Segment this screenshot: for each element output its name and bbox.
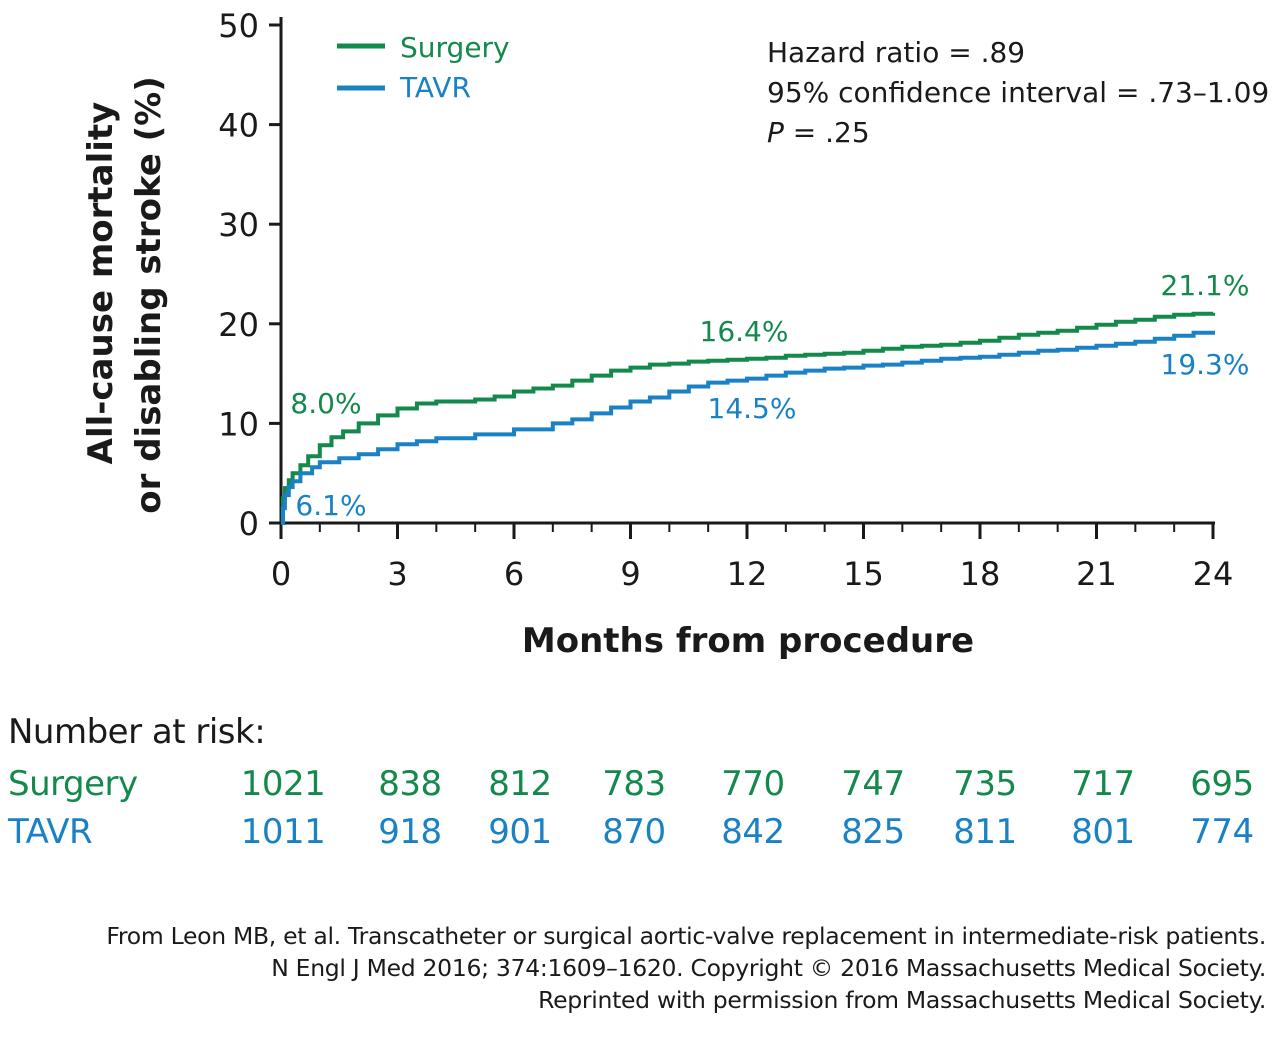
y-tick-label: 20 — [218, 306, 259, 344]
y-axis-label-line1: All-cause mortality — [81, 102, 121, 465]
x-tick-label: 9 — [620, 555, 640, 593]
risk-value: 901 — [488, 812, 552, 852]
risk-row-label: Surgery — [8, 764, 138, 804]
y-tick-label: 40 — [218, 107, 259, 145]
risk-value: 747 — [841, 764, 905, 804]
x-tick-label: 15 — [843, 555, 884, 593]
x-tick-label: 18 — [960, 555, 1001, 593]
x-axis-label: Months from procedure — [522, 621, 974, 661]
risk-value: 770 — [721, 764, 785, 804]
annotation-tavr: 19.3% — [1161, 348, 1250, 381]
annotation-surgery: 8.0% — [290, 387, 361, 420]
stats-box: Hazard ratio = .89 95% confidence interv… — [767, 36, 1269, 149]
source-citation: From Leon MB, et al. Transcatheter or su… — [106, 920, 1266, 1016]
risk-value: 1011 — [240, 812, 326, 852]
risk-value: 717 — [1071, 764, 1135, 804]
source-line-2: N Engl J Med 2016; 374:1609–1620. Copyri… — [271, 954, 1266, 982]
y-axis-label-line2: or disabling stroke (%) — [129, 76, 169, 514]
source-line-1: From Leon MB, et al. Transcatheter or su… — [106, 922, 1266, 950]
p-value: = .25 — [784, 116, 870, 149]
x-tick-label: 24 — [1193, 555, 1234, 593]
risk-value: 801 — [1071, 812, 1135, 852]
x-tick-label: 21 — [1076, 555, 1117, 593]
risk-value: 1021 — [240, 764, 326, 804]
risk-row-tavr: TAVR 1011 918 901 870 842 825 811 801 77… — [0, 812, 1280, 856]
risk-value: 735 — [953, 764, 1017, 804]
source-line-3: Reprinted with permission from Massachus… — [538, 986, 1266, 1014]
risk-table-title: Number at risk: — [8, 712, 266, 752]
series-line-tavr — [280, 330, 1215, 525]
risk-value: 918 — [378, 812, 442, 852]
p-value-text: P = .25 — [767, 116, 870, 149]
hazard-ratio-text: Hazard ratio = .89 — [767, 36, 1025, 69]
series-line-surgery — [280, 311, 1215, 525]
y-tick-label: 0 — [239, 505, 259, 543]
legend-label-tavr: TAVR — [399, 71, 471, 104]
risk-value: 870 — [602, 812, 666, 852]
y-tick-label: 50 — [218, 7, 259, 45]
annotations: 8.0% 16.4% 21.1% 6.1% 14.5% 19.3% — [290, 269, 1249, 522]
y-tick-label: 10 — [218, 405, 259, 443]
x-tick-label: 6 — [504, 555, 524, 593]
y-axis: 0 10 20 30 40 50 — [218, 7, 283, 543]
risk-row-surgery: Surgery 1021 838 812 783 770 747 735 717… — [0, 764, 1280, 808]
risk-value: 695 — [1190, 764, 1254, 804]
km-chart: 0 10 20 30 40 50 0 3 6 9 12 15 18 21 24 8.0% 16.4% 21.1… — [81, 7, 1269, 661]
y-tick-label: 30 — [218, 206, 259, 244]
risk-value: 812 — [488, 764, 552, 804]
risk-value: 838 — [378, 764, 442, 804]
annotation-surgery: 21.1% — [1161, 269, 1250, 302]
risk-row-label: TAVR — [8, 812, 93, 852]
risk-value: 842 — [721, 812, 785, 852]
series-lines — [280, 311, 1215, 525]
risk-value: 811 — [953, 812, 1017, 852]
legend: Surgery TAVR — [337, 31, 510, 104]
risk-value: 774 — [1190, 812, 1254, 852]
risk-value: 783 — [602, 764, 666, 804]
x-tick-label: 0 — [271, 555, 291, 593]
legend-label-surgery: Surgery — [400, 31, 510, 64]
annotation-tavr: 14.5% — [708, 392, 797, 425]
annotation-tavr: 6.1% — [295, 489, 366, 522]
x-tick-label: 12 — [727, 555, 768, 593]
annotation-surgery: 16.4% — [700, 315, 789, 348]
confidence-interval-text: 95% confidence interval = .73–1.09 — [767, 76, 1269, 109]
x-axis: 0 3 6 9 12 15 18 21 24 — [269, 521, 1234, 593]
risk-value: 825 — [841, 812, 905, 852]
p-label: P — [767, 116, 784, 149]
x-tick-label: 3 — [387, 555, 407, 593]
